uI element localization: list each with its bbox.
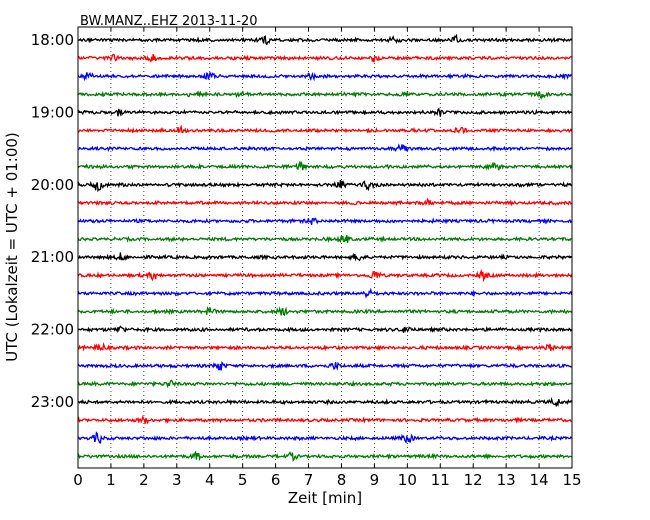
trace-2330 <box>78 431 573 444</box>
trace-1915 <box>77 124 573 135</box>
trace-2215 <box>77 341 572 352</box>
plot-frame <box>77 26 573 469</box>
x-tick-label: 12 <box>464 471 483 489</box>
trace-2030 <box>77 217 573 225</box>
y-axis: 18:00 19:00 20:00 21:00 22:00 23:00 <box>31 31 572 411</box>
trace-1945 <box>77 160 573 171</box>
trace-1845 <box>77 90 573 100</box>
y-tick-label: 22:00 <box>31 321 74 339</box>
y-axis-label: UTC (Lokalzeit = UTC + 01:00) <box>3 132 21 362</box>
y-tick-label: 19:00 <box>31 103 74 121</box>
x-tick-label: 0 <box>73 471 83 489</box>
trace-2100 <box>77 252 572 262</box>
y-tick-label: 23:00 <box>31 393 74 411</box>
trace-2230 <box>77 360 572 371</box>
x-tick-label: 15 <box>562 471 581 489</box>
trace-2300 <box>77 396 572 407</box>
plot-area <box>78 27 572 468</box>
x-tick-label: 11 <box>431 471 450 489</box>
trace-2315 <box>77 414 572 425</box>
y-tick-label: 20:00 <box>31 176 74 194</box>
trace-2345 <box>77 450 573 463</box>
x-axis: 0 1 2 3 4 5 6 7 8 9 10 11 12 13 14 15 <box>73 27 582 489</box>
trace-2045 <box>77 235 572 244</box>
x-tick-label: 6 <box>271 471 281 489</box>
trace-1900 <box>77 107 572 117</box>
x-tick-label: 13 <box>497 471 516 489</box>
trace-2145 <box>77 306 573 317</box>
trace-2200 <box>77 325 572 334</box>
y-tick-label: 21:00 <box>31 248 74 266</box>
grid-lines <box>110 27 540 468</box>
x-tick-label: 1 <box>106 471 116 489</box>
x-tick-label: 7 <box>304 471 314 489</box>
trace-1830 <box>77 70 572 82</box>
x-tick-label: 5 <box>238 471 248 489</box>
chart-title: BW.MANZ..EHZ 2013-11-20 <box>80 14 258 29</box>
trace-1930 <box>77 143 572 153</box>
x-tick-label: 10 <box>398 471 417 489</box>
traces <box>77 33 573 463</box>
y-tick-label: 18:00 <box>31 31 74 49</box>
trace-1800 <box>77 33 572 46</box>
x-axis-label: Zeit [min] <box>288 489 362 507</box>
trace-2015 <box>77 197 573 207</box>
trace-2115 <box>77 268 573 283</box>
x-tick-label: 2 <box>139 471 149 489</box>
trace-2245 <box>77 379 573 389</box>
x-tick-label: 3 <box>172 471 182 489</box>
x-tick-label: 14 <box>530 471 549 489</box>
x-tick-label: 9 <box>370 471 380 489</box>
trace-2000 <box>77 179 573 193</box>
x-tick-label: 8 <box>337 471 347 489</box>
x-tick-label: 4 <box>205 471 215 489</box>
trace-2130 <box>77 287 573 299</box>
trace-1815 <box>77 53 572 63</box>
